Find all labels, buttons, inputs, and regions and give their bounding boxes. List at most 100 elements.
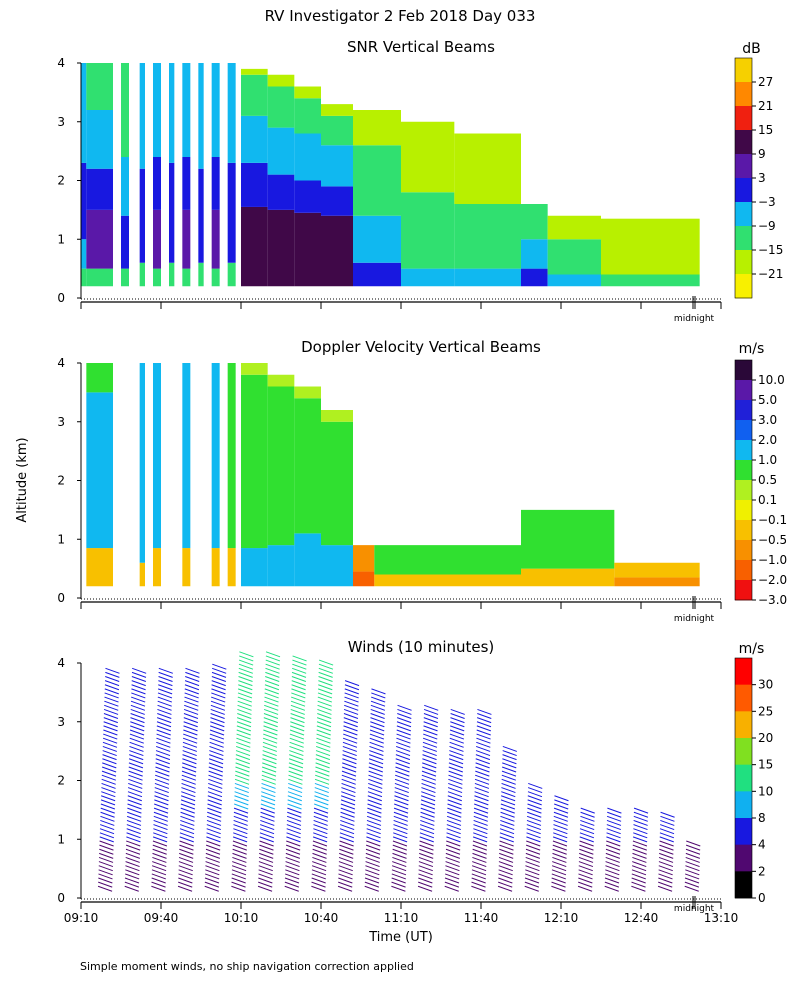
data-cell	[267, 374, 295, 387]
wind-barb	[366, 815, 382, 822]
data-cell	[353, 215, 401, 263]
data-cell	[241, 206, 268, 287]
wind-barb	[262, 754, 277, 761]
colorbar-swatch	[735, 764, 752, 792]
y-tick-label: 2	[57, 474, 65, 488]
wind-barb	[338, 877, 353, 884]
wind-barb	[179, 832, 195, 839]
wind-barb	[184, 680, 200, 687]
data-cell	[121, 268, 129, 287]
y-axis-label: Altitude (km)	[15, 437, 30, 522]
wind-barb	[499, 844, 514, 851]
wind-profile	[631, 807, 649, 892]
wind-barb	[285, 865, 300, 872]
wind-barb	[339, 836, 354, 843]
wind-barb	[236, 733, 251, 740]
wind-barb	[151, 869, 167, 876]
colorbar-label: 3	[758, 171, 766, 185]
wind-barb	[500, 807, 515, 814]
wind-profile	[684, 840, 701, 892]
data-cell	[121, 157, 129, 216]
wind-barb	[604, 873, 620, 880]
wind-barb	[368, 766, 383, 773]
wind-barb	[125, 865, 140, 872]
wind-barb	[422, 750, 437, 757]
wind-barb	[126, 815, 142, 822]
wind-barb	[264, 692, 279, 699]
data-cell	[139, 63, 145, 169]
wind-barb	[659, 836, 674, 843]
wind-barb	[124, 873, 140, 880]
wind-barb	[445, 865, 460, 872]
data-column	[353, 545, 375, 587]
wind-barb	[263, 733, 278, 740]
data-cell	[267, 174, 295, 210]
data-cell	[198, 168, 204, 263]
wind-barb	[445, 869, 460, 876]
wind-barb	[208, 774, 223, 781]
y-tick-label: 4	[57, 56, 65, 70]
wind-barb	[551, 873, 566, 880]
wind-barb	[578, 873, 593, 880]
wind-barb	[317, 708, 332, 715]
wind-barb	[526, 828, 541, 835]
data-column	[211, 363, 220, 587]
wind-barb	[105, 667, 120, 674]
data-cell	[353, 571, 375, 587]
wind-barb	[418, 873, 433, 880]
wind-barb	[205, 869, 220, 876]
wind-barb	[105, 676, 120, 682]
data-cell	[454, 204, 521, 269]
wind-barb	[343, 721, 358, 728]
wind-barb	[234, 778, 250, 785]
wind-barb	[210, 708, 225, 715]
wind-barb	[318, 684, 333, 691]
wind-barb	[580, 819, 595, 826]
wind-barb	[128, 782, 143, 789]
wind-barb	[152, 861, 167, 868]
data-cell	[547, 274, 601, 287]
y-tick-label: 2	[57, 174, 65, 188]
wind-barb	[314, 791, 329, 798]
wind-barb	[340, 799, 356, 806]
wind-barb	[239, 655, 254, 662]
wind-barb	[207, 799, 222, 806]
data-cell	[227, 262, 236, 287]
wind-barb	[475, 745, 491, 752]
wind-barb	[206, 815, 222, 822]
wind-barb	[366, 824, 382, 831]
wind-barb	[313, 807, 329, 814]
data-column	[241, 68, 268, 287]
wind-barb	[102, 754, 117, 761]
wind-barb	[316, 717, 332, 724]
wind-barb	[447, 807, 462, 814]
wind-barb	[205, 844, 221, 851]
wind-barb	[367, 811, 382, 818]
wind-barb	[684, 873, 700, 880]
data-column	[86, 63, 113, 287]
colorbar-label: −9	[758, 219, 776, 233]
wind-barb	[312, 852, 327, 859]
colorbar-label: 2	[758, 864, 766, 878]
panel-title: Winds (10 minutes)	[348, 638, 495, 656]
wind-barb	[151, 885, 166, 892]
wind-barb	[231, 885, 246, 892]
wind-barb	[446, 828, 461, 835]
wind-barb	[526, 824, 542, 831]
wind-barb	[234, 799, 249, 806]
y-tick-label: 3	[57, 715, 65, 729]
wind-barb	[420, 799, 436, 806]
wind-barb	[370, 700, 386, 707]
wind-barb	[289, 745, 304, 752]
wind-barb	[344, 692, 359, 699]
wind-barb	[658, 869, 673, 876]
wind-barb	[211, 692, 226, 699]
data-column	[521, 509, 615, 587]
wind-barb	[605, 844, 621, 851]
wind-barb	[129, 733, 145, 740]
data-cell	[321, 115, 353, 146]
wind-barb	[315, 774, 330, 781]
wind-barb	[286, 815, 302, 822]
wind-barb	[365, 852, 381, 859]
wind-barb	[631, 877, 646, 884]
